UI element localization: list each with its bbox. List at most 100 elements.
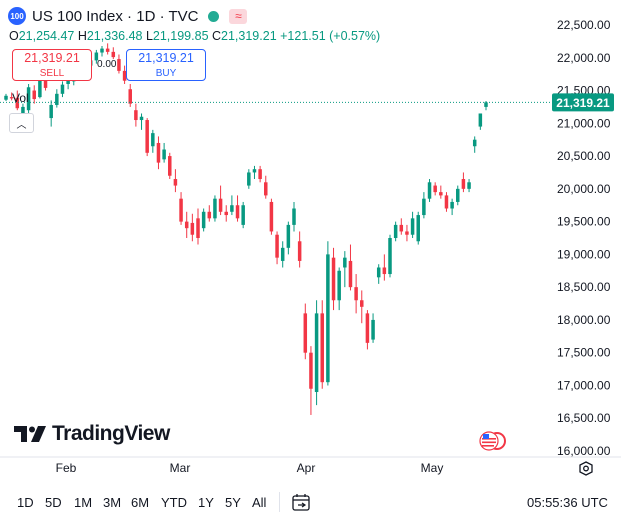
date-range-calendar-icon[interactable] <box>291 493 313 513</box>
candle-body <box>258 169 262 180</box>
candle-body <box>467 182 471 189</box>
candle-body <box>309 352 313 389</box>
range-3m-button[interactable]: 3M <box>103 495 122 510</box>
last-price-tag <box>552 93 614 112</box>
y-tick-label: 20,500.00 <box>557 149 611 163</box>
y-tick-label: 18,500.00 <box>557 280 611 294</box>
buy-label: BUY <box>155 68 177 79</box>
candle-body <box>444 195 449 209</box>
candle-body <box>405 231 409 235</box>
candle-body <box>286 224 291 248</box>
candle-body <box>151 133 155 147</box>
close-value: 21,319.21 <box>221 29 277 43</box>
candle-body <box>196 218 200 238</box>
candle-body <box>230 205 234 212</box>
x-tick-label: Mar <box>170 461 191 475</box>
candle-body <box>32 90 36 100</box>
sell-button[interactable]: 21,319.21 SELL <box>12 49 92 81</box>
volume-indicator-label[interactable]: Vol <box>12 91 29 105</box>
y-tick-label: 17,500.00 <box>557 346 611 360</box>
low-value: 21,199.85 <box>152 29 209 43</box>
candle-body <box>162 149 166 160</box>
candle-body <box>320 313 324 383</box>
candle-body <box>139 116 144 121</box>
y-tick-label: 18,000.00 <box>557 313 611 327</box>
candle-body <box>450 201 454 209</box>
candle-body <box>224 211 228 216</box>
range-all-button[interactable]: All <box>252 495 267 510</box>
candle-body <box>122 70 127 81</box>
range-1y-button[interactable]: 1Y <box>198 495 214 510</box>
range-1d-button[interactable]: 1D <box>17 495 34 510</box>
candle-body <box>190 222 195 235</box>
sell-label: SELL <box>39 68 65 79</box>
y-tick-label: 16,000.00 <box>557 444 611 458</box>
candle-body <box>111 51 116 58</box>
sell-price: 21,319.21 <box>24 51 80 65</box>
candle-body <box>461 179 466 189</box>
y-tick-label: 21,000.00 <box>557 116 611 130</box>
buy-price: 21,319.21 <box>138 51 194 65</box>
last-price-label: 21,319.21 <box>556 96 610 110</box>
candle-body <box>376 267 381 278</box>
symbol-badge[interactable]: 100 <box>8 7 26 25</box>
y-tick-label: 22,500.00 <box>557 18 611 32</box>
candle-body <box>427 182 432 199</box>
range-6m-button[interactable]: 6M <box>131 495 150 510</box>
y-tick-label: 17,000.00 <box>557 378 611 392</box>
candle-body <box>399 224 404 232</box>
candle-body <box>365 313 370 343</box>
x-tick-label: Feb <box>56 461 77 475</box>
candle-body <box>360 300 364 307</box>
candle-body <box>371 319 375 340</box>
candle-body <box>128 89 132 104</box>
indicator-flag-icon[interactable]: ≈ <box>229 8 248 24</box>
chart-settings-gear-icon[interactable] <box>579 461 593 476</box>
range-1m-button[interactable]: 1M <box>74 495 93 510</box>
close-label: C <box>212 29 222 43</box>
toolbar-divider <box>279 492 280 512</box>
candle-body <box>422 198 426 216</box>
collapse-legend-button[interactable]: ︿ <box>9 113 34 133</box>
candle-body <box>456 188 460 202</box>
candle-body <box>145 120 149 153</box>
open-value: 21,254.47 <box>18 29 75 43</box>
watermark-text: TradingView <box>52 422 170 445</box>
candle-body <box>337 270 341 301</box>
range-5y-button[interactable]: 5Y <box>225 495 241 510</box>
candle-body <box>410 218 415 235</box>
candle-body <box>388 238 392 275</box>
price-chart[interactable]: 16,000.00 16,500.00 17,000.00 17,500.00 18,0… <box>0 0 621 484</box>
candle-body <box>416 215 420 242</box>
candle-body <box>66 80 70 84</box>
change-value: +121.51 (+0.57%) <box>280 29 381 43</box>
candle-body <box>314 313 319 393</box>
candle-body <box>252 169 257 173</box>
candle-body <box>326 254 330 383</box>
candle-body <box>94 52 99 61</box>
tradingview-watermark[interactable]: TradingView <box>14 422 170 446</box>
candle-body <box>134 110 138 121</box>
candle-body <box>179 198 183 222</box>
open-label: O <box>9 29 19 43</box>
chart-title[interactable]: US 100 Index · 1D · TVC <box>32 7 199 25</box>
candle-body <box>21 106 25 116</box>
candle-body <box>297 241 302 261</box>
tradingview-logo-icon <box>14 426 46 442</box>
high-value: 21,336.48 <box>86 29 143 43</box>
ohlc-readout: O21,254.47 H21,336.48 L21,199.85 C21,319… <box>9 29 380 43</box>
range-ytd-button[interactable]: YTD <box>161 495 187 510</box>
candle-body <box>184 221 189 229</box>
us-market-flag-icon[interactable] <box>478 430 508 452</box>
candle-body <box>303 313 308 353</box>
utc-clock[interactable]: 05:55:36 UTC <box>527 495 608 510</box>
range-5d-button[interactable]: 5D <box>45 495 62 510</box>
candle-body <box>100 48 104 53</box>
buy-button[interactable]: 21,319.21 BUY <box>126 49 206 81</box>
high-label: H <box>77 29 87 43</box>
candle-body <box>117 59 121 71</box>
bottom-toolbar: 1D 5D 1M 3M 6M YTD 1Y 5Y All 05:55:36 UT… <box>0 484 621 520</box>
candle-body <box>15 97 20 109</box>
candle-body <box>55 93 59 105</box>
candle-body <box>38 76 42 98</box>
